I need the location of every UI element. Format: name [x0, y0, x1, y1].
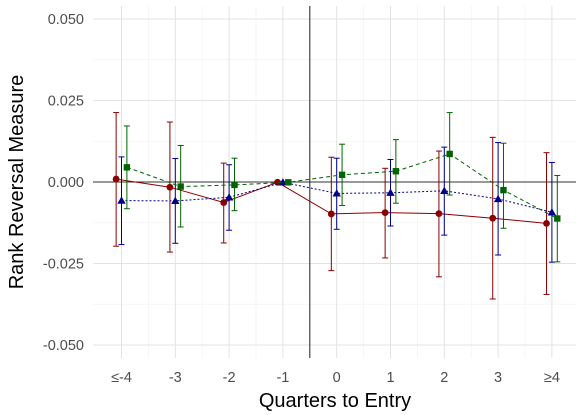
- data-point-circle: [381, 209, 389, 217]
- data-point-triangle: [547, 208, 557, 216]
- data-point-circle: [112, 175, 120, 183]
- x-tick-label: 0: [333, 370, 341, 386]
- y-tick-label: 0.025: [48, 94, 84, 110]
- data-point-square: [231, 181, 238, 189]
- y-tick-label: 0.000: [48, 175, 84, 191]
- y-tick-label: -0.025: [43, 256, 84, 272]
- data-point-circle: [489, 214, 497, 222]
- data-point-square: [554, 215, 561, 222]
- x-tick-label: 1: [386, 370, 394, 386]
- data-point-square: [446, 150, 453, 158]
- data-point-circle: [435, 210, 443, 218]
- series-circle: [112, 112, 550, 300]
- series-triangle: [117, 142, 557, 263]
- data-point-square: [392, 168, 400, 175]
- data-point-triangle: [117, 196, 126, 204]
- x-axis-title: Quarters to Entry: [259, 390, 411, 412]
- series-layer: [112, 112, 561, 300]
- data-point-triangle: [440, 186, 449, 194]
- x-tick-label: 2: [440, 370, 448, 386]
- y-tick-label: 0.050: [48, 12, 84, 28]
- series-square: [123, 112, 561, 263]
- data-point-triangle: [386, 188, 395, 196]
- x-tick-label: 3: [494, 370, 502, 386]
- data-point-square: [500, 186, 507, 194]
- data-point-square: [123, 164, 131, 171]
- y-tick-labels: 0.050 0.025 0.000 -0.025 -0.050: [43, 12, 84, 354]
- y-axis-title: Rank Reversal Measure: [6, 75, 28, 290]
- data-point-circle: [220, 199, 228, 206]
- data-point-square: [338, 171, 346, 179]
- y-tick-label: -0.050: [43, 338, 84, 354]
- data-point-triangle: [171, 196, 180, 205]
- data-point-circle: [543, 219, 550, 227]
- x-tick-labels: ≤-4 -3 -2 -1 0 1 2 3 ≥4: [111, 370, 560, 386]
- data-point-square: [285, 179, 292, 186]
- data-point-triangle: [493, 194, 503, 203]
- data-point-square: [177, 183, 184, 190]
- x-tick-label: -1: [276, 370, 289, 386]
- data-point-triangle: [278, 178, 288, 186]
- reference-lines: [93, 6, 576, 358]
- data-point-triangle: [224, 193, 234, 201]
- data-point-circle: [166, 183, 174, 191]
- x-tick-label: -2: [223, 370, 236, 386]
- x-tick-label: -3: [169, 370, 182, 386]
- x-tick-label: ≥4: [544, 370, 560, 386]
- x-tick-label: ≤-4: [111, 370, 132, 386]
- data-point-triangle: [332, 189, 341, 197]
- data-point-circle: [327, 210, 335, 218]
